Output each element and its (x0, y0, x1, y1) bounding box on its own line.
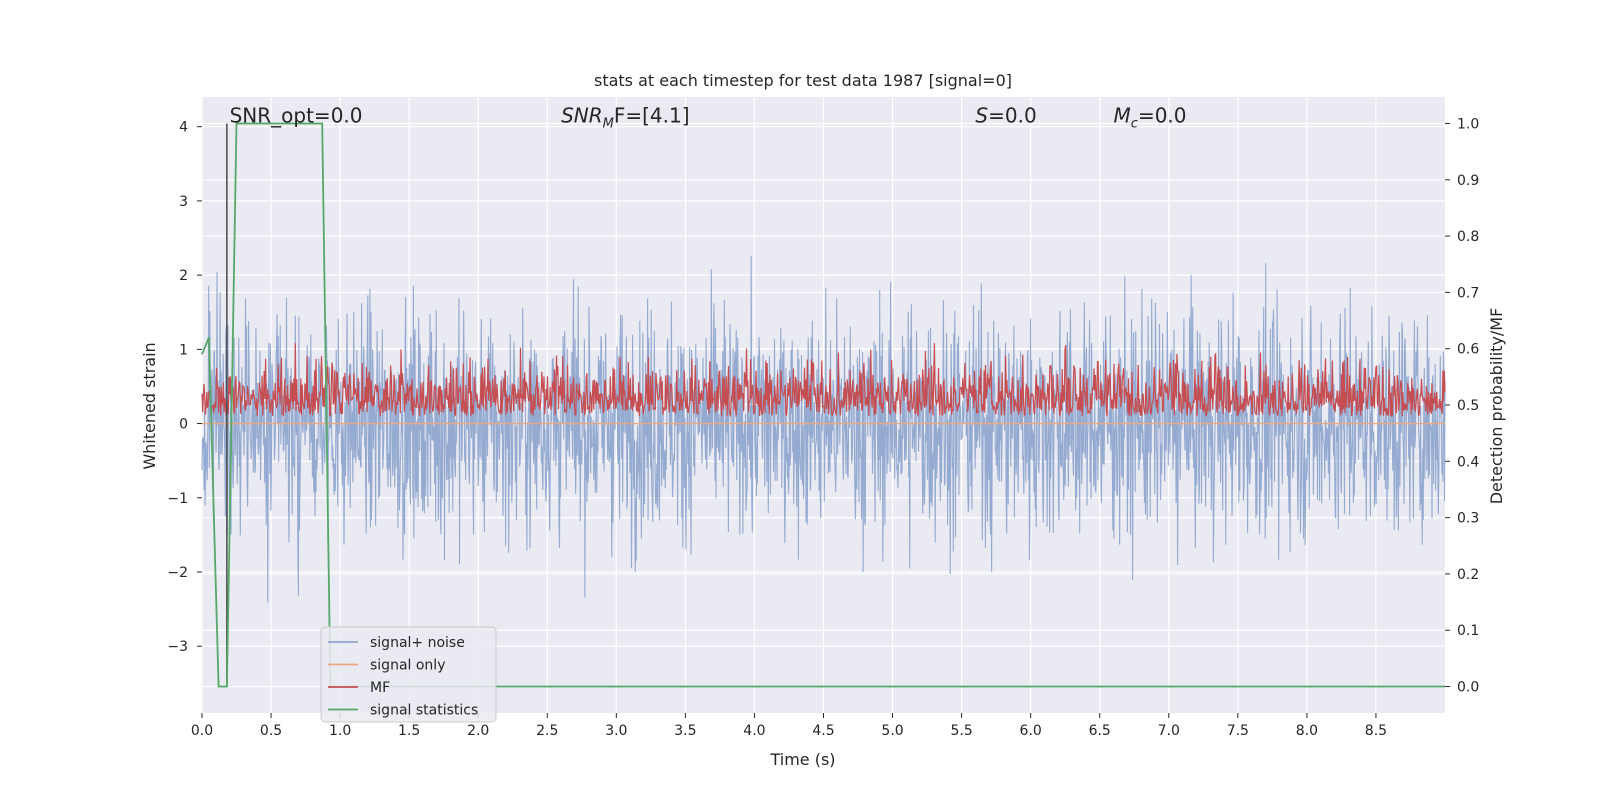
x-tick-label: 8.0 (1296, 723, 1318, 739)
x-tick-label: 7.5 (1227, 723, 1249, 739)
x-tick-label: 4.5 (812, 723, 834, 739)
y-tick-label: −2 (167, 565, 188, 581)
y2-tick-label: 1.0 (1457, 116, 1479, 132)
x-tick-label: 3.5 (674, 723, 696, 739)
y-tick-label: 3 (179, 194, 188, 210)
chart-title: stats at each timestep for test data 198… (594, 71, 1012, 90)
y2-tick-label: 0.0 (1457, 680, 1479, 696)
data-layer (201, 122, 1446, 688)
legend-label: MF (370, 680, 390, 696)
legend-label: signal+ noise (370, 635, 465, 651)
x-tick-label: 0.0 (191, 723, 213, 739)
annotation-0: SNR_opt=0.0 (230, 104, 363, 128)
y2-tick-label: 0.9 (1457, 173, 1479, 189)
annotation-1: SNRMF=[4.1] (561, 104, 689, 132)
x-tick-label: 6.5 (1089, 723, 1111, 739)
annotation-2: S=0.0 (975, 104, 1036, 128)
y-tick-label: −1 (167, 491, 188, 507)
y2-tick-label: 0.4 (1457, 454, 1479, 470)
y2-tick-label: 0.2 (1457, 567, 1479, 583)
x-tick-label: 2.0 (467, 723, 489, 739)
y-tick-label: −3 (167, 639, 188, 655)
legend-box (320, 626, 497, 723)
axes-layer: 0.0 0.5 1.0 1.5 2.0 2.5 3.0 3.5 4.0 4.5 5.0 5.5 6.0 6… (167, 116, 1479, 739)
series-signal-statistics-line (201, 122, 1445, 688)
y2-axis-label: Detection probability/MF (1487, 308, 1506, 505)
y2-tick-label: 0.7 (1457, 285, 1479, 301)
x-tick-label: 5.5 (950, 723, 972, 739)
legend-label: signal only (370, 658, 445, 674)
x-tick-label: 5.0 (881, 723, 903, 739)
x-tick-label: 1.5 (398, 723, 420, 739)
x-tick-label: 2.5 (536, 723, 558, 739)
legend: signal+ noise signal only MF signal statist… (320, 626, 497, 723)
y-axis-label: Whitened strain (140, 342, 159, 469)
y2-tick-label: 0.1 (1457, 623, 1479, 639)
y2-tick-label: 0.6 (1457, 342, 1479, 358)
y-tick-label: 2 (179, 268, 188, 284)
x-axis-label: Time (s) (769, 750, 835, 769)
y2-tick-label: 0.5 (1457, 398, 1479, 414)
y-tick-label: 0 (179, 417, 188, 433)
y2-tick-label: 0.8 (1457, 229, 1479, 245)
legend-label: signal statistics (370, 703, 478, 719)
x-tick-label: 8.5 (1365, 723, 1387, 739)
x-tick-label: 0.5 (260, 723, 282, 739)
x-tick-label: 4.0 (743, 723, 765, 739)
x-tick-label: 7.0 (1158, 723, 1180, 739)
y-tick-label: 4 (179, 120, 188, 136)
y2-tick-label: 0.3 (1457, 511, 1479, 527)
annotation-3: Mc=0.0 (1114, 104, 1187, 132)
x-tick-label: 3.0 (605, 723, 627, 739)
x-tick-label: 6.0 (1020, 723, 1042, 739)
y-tick-label: 1 (179, 342, 188, 358)
annotation-layer: SNR_opt=0.0 SNRMF=[4.1] S=0.0 Mc=0.0 (230, 104, 1187, 132)
series-mf-line (201, 343, 1446, 418)
x-tick-label: 1.0 (329, 723, 351, 739)
